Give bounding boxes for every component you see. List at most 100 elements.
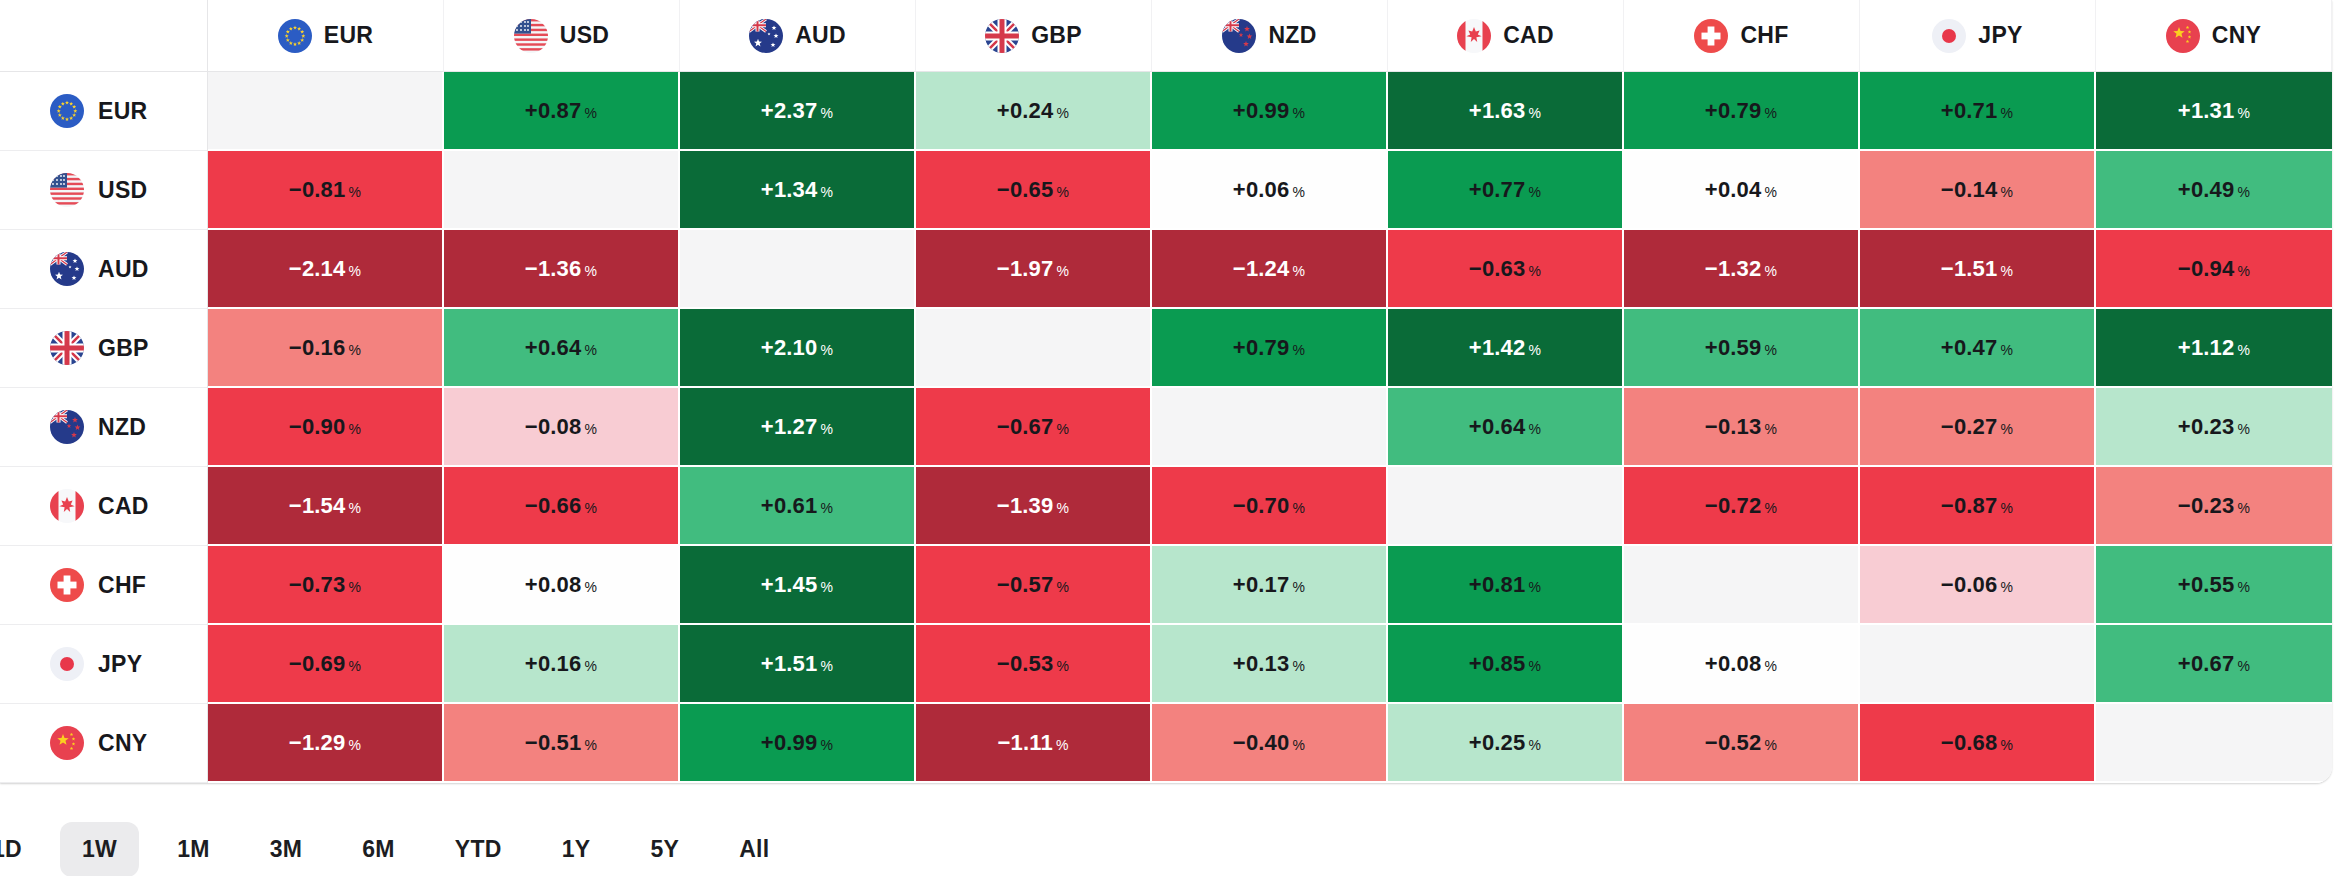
cell-aud-chf[interactable]: −1.32 % xyxy=(1624,230,1860,309)
cell-percent-unit: % xyxy=(1057,184,1070,200)
cell-gbp-cad[interactable]: +1.42 % xyxy=(1388,309,1624,388)
range-option-1y[interactable]: 1Y xyxy=(540,822,613,876)
cell-jpy-chf[interactable]: +0.08 % xyxy=(1624,625,1860,704)
cell-cny-aud[interactable]: +0.99 % xyxy=(680,704,916,783)
cell-usd-aud[interactable]: +1.34 % xyxy=(680,151,916,230)
cell-chf-cad[interactable]: +0.81 % xyxy=(1388,546,1624,625)
cell-cad-cny[interactable]: −0.23 % xyxy=(2096,467,2332,546)
range-option-1d[interactable]: 1D xyxy=(0,822,44,876)
cell-nzd-cny[interactable]: +0.23 % xyxy=(2096,388,2332,467)
cell-value: −0.08 xyxy=(525,414,582,440)
row-header-label: EUR xyxy=(98,98,147,125)
cell-eur-aud[interactable]: +2.37 % xyxy=(680,72,916,151)
range-option-all[interactable]: All xyxy=(717,822,791,876)
cell-eur-cny[interactable]: +1.31 % xyxy=(2096,72,2332,151)
cell-chf-gbp[interactable]: −0.57 % xyxy=(916,546,1152,625)
cell-jpy-gbp[interactable]: −0.53 % xyxy=(916,625,1152,704)
cell-nzd-aud[interactable]: +1.27 % xyxy=(680,388,916,467)
cell-cny-usd[interactable]: −0.51 % xyxy=(444,704,680,783)
cell-chf-nzd[interactable]: +0.17 % xyxy=(1152,546,1388,625)
cell-chf-eur[interactable]: −0.73 % xyxy=(208,546,444,625)
cell-jpy-eur[interactable]: −0.69 % xyxy=(208,625,444,704)
gbp-flag-icon xyxy=(50,331,84,365)
cell-cad-usd[interactable]: −0.66 % xyxy=(444,467,680,546)
cell-gbp-aud[interactable]: +2.10 % xyxy=(680,309,916,388)
column-header-cad: CAD xyxy=(1388,0,1624,72)
cell-cad-aud[interactable]: +0.61 % xyxy=(680,467,916,546)
cell-percent-unit: % xyxy=(1765,184,1778,200)
cell-jpy-nzd[interactable]: +0.13 % xyxy=(1152,625,1388,704)
cell-gbp-cny[interactable]: +1.12 % xyxy=(2096,309,2332,388)
cell-value: +0.16 xyxy=(525,651,582,677)
cell-usd-gbp[interactable]: −0.65 % xyxy=(916,151,1152,230)
cell-eur-chf[interactable]: +0.79 % xyxy=(1624,72,1860,151)
cell-aud-jpy[interactable]: −1.51 % xyxy=(1860,230,2096,309)
cell-chf-aud[interactable]: +1.45 % xyxy=(680,546,916,625)
cell-eur-usd[interactable]: +0.87 % xyxy=(444,72,680,151)
cell-usd-cad[interactable]: +0.77 % xyxy=(1388,151,1624,230)
cell-value: +0.24 xyxy=(997,98,1054,124)
cell-percent-unit: % xyxy=(2238,421,2251,437)
row-header-nzd: NZD xyxy=(0,388,208,467)
cell-cny-cad[interactable]: +0.25 % xyxy=(1388,704,1624,783)
cell-gbp-nzd[interactable]: +0.79 % xyxy=(1152,309,1388,388)
cell-value: −2.14 xyxy=(289,256,346,282)
cell-nzd-usd[interactable]: −0.08 % xyxy=(444,388,680,467)
cell-gbp-eur[interactable]: −0.16 % xyxy=(208,309,444,388)
cell-cad-gbp[interactable]: −1.39 % xyxy=(916,467,1152,546)
cell-jpy-aud[interactable]: +1.51 % xyxy=(680,625,916,704)
cell-jpy-usd[interactable]: +0.16 % xyxy=(444,625,680,704)
cell-nzd-eur[interactable]: −0.90 % xyxy=(208,388,444,467)
range-option-1w[interactable]: 1W xyxy=(60,822,139,876)
cell-cad-nzd[interactable]: −0.70 % xyxy=(1152,467,1388,546)
cell-percent-unit: % xyxy=(585,579,598,595)
range-option-5y[interactable]: 5Y xyxy=(628,822,701,876)
cell-eur-jpy[interactable]: +0.71 % xyxy=(1860,72,2096,151)
range-option-3m[interactable]: 3M xyxy=(248,822,325,876)
cell-eur-cad[interactable]: +1.63 % xyxy=(1388,72,1624,151)
cell-aud-cad[interactable]: −0.63 % xyxy=(1388,230,1624,309)
cell-gbp-usd[interactable]: +0.64 % xyxy=(444,309,680,388)
cell-nzd-gbp[interactable]: −0.67 % xyxy=(916,388,1152,467)
range-option-1m[interactable]: 1M xyxy=(155,822,232,876)
cell-usd-jpy[interactable]: −0.14 % xyxy=(1860,151,2096,230)
range-option-6m[interactable]: 6M xyxy=(340,822,417,876)
cell-eur-gbp[interactable]: +0.24 % xyxy=(916,72,1152,151)
cell-gbp-jpy[interactable]: +0.47 % xyxy=(1860,309,2096,388)
cell-jpy-cad[interactable]: +0.85 % xyxy=(1388,625,1624,704)
cell-value: −0.66 xyxy=(525,493,582,519)
cell-cny-gbp[interactable]: −1.11 % xyxy=(916,704,1152,783)
cell-nzd-jpy[interactable]: −0.27 % xyxy=(1860,388,2096,467)
cell-cny-chf[interactable]: −0.52 % xyxy=(1624,704,1860,783)
cell-cad-chf[interactable]: −0.72 % xyxy=(1624,467,1860,546)
cell-gbp-chf[interactable]: +0.59 % xyxy=(1624,309,1860,388)
cell-aud-nzd[interactable]: −1.24 % xyxy=(1152,230,1388,309)
cell-aud-cny[interactable]: −0.94 % xyxy=(2096,230,2332,309)
cell-chf-usd[interactable]: +0.08 % xyxy=(444,546,680,625)
row-header-jpy: JPY xyxy=(0,625,208,704)
cell-cny-jpy[interactable]: −0.68 % xyxy=(1860,704,2096,783)
range-option-ytd[interactable]: YTD xyxy=(433,822,524,876)
cell-value: −1.11 xyxy=(997,730,1052,756)
cell-aud-eur[interactable]: −2.14 % xyxy=(208,230,444,309)
column-header-label: CNY xyxy=(2212,22,2261,49)
cell-chf-jpy[interactable]: −0.06 % xyxy=(1860,546,2096,625)
cell-jpy-cny[interactable]: +0.67 % xyxy=(2096,625,2332,704)
cell-aud-gbp[interactable]: −1.97 % xyxy=(916,230,1152,309)
cell-chf-cny[interactable]: +0.55 % xyxy=(2096,546,2332,625)
cell-cny-eur[interactable]: −1.29 % xyxy=(208,704,444,783)
cell-cny-nzd[interactable]: −0.40 % xyxy=(1152,704,1388,783)
cell-nzd-cad[interactable]: +0.64 % xyxy=(1388,388,1624,467)
cell-usd-chf[interactable]: +0.04 % xyxy=(1624,151,1860,230)
cell-percent-unit: % xyxy=(349,579,362,595)
cell-usd-cny[interactable]: +0.49 % xyxy=(2096,151,2332,230)
cell-value: −0.63 xyxy=(1469,256,1526,282)
cell-usd-nzd[interactable]: +0.06 % xyxy=(1152,151,1388,230)
cell-aud-usd[interactable]: −1.36 % xyxy=(444,230,680,309)
cell-value: +1.27 xyxy=(761,414,818,440)
cell-cad-jpy[interactable]: −0.87 % xyxy=(1860,467,2096,546)
cell-usd-eur[interactable]: −0.81 % xyxy=(208,151,444,230)
cell-nzd-chf[interactable]: −0.13 % xyxy=(1624,388,1860,467)
cell-eur-nzd[interactable]: +0.99 % xyxy=(1152,72,1388,151)
cell-cad-eur[interactable]: −1.54 % xyxy=(208,467,444,546)
